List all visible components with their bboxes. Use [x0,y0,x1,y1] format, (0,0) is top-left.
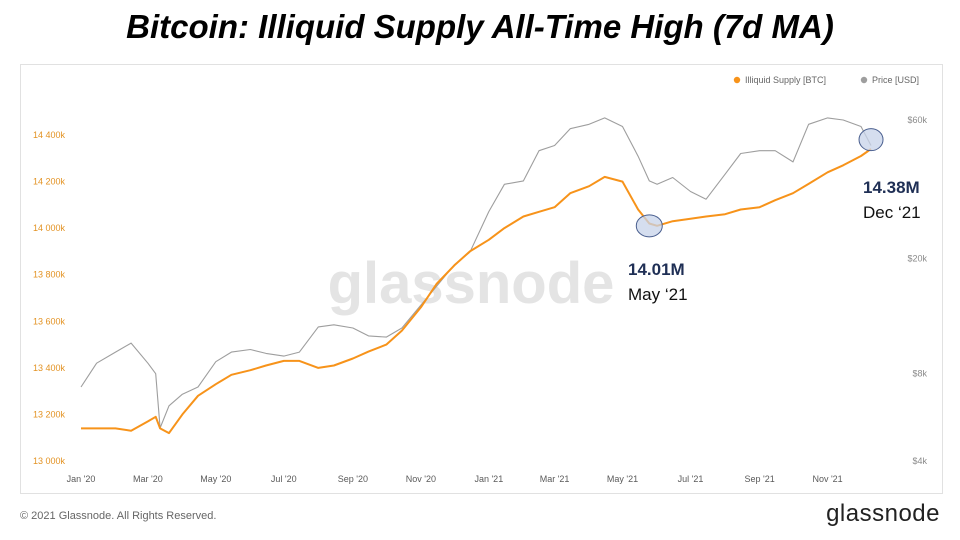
annotation-date-dec-21: Dec ‘21 [863,203,921,222]
x-tick-label: May '20 [200,474,231,484]
x-tick-label: Jul '20 [271,474,297,484]
left-axis: 13 000k 13 200k 13 400k 13 600k 13 800k 14 00… [33,130,66,466]
x-tick-label: Sep '20 [338,474,368,484]
x-tick-label: Nov '20 [406,474,436,484]
left-tick-label: 14 000k [33,223,66,233]
left-tick-label: 13 200k [33,409,66,419]
x-tick-label: Sep '21 [744,474,774,484]
x-tick-label: Jul '21 [678,474,704,484]
annotation-value-may-21: 14.01M [628,260,685,279]
annotation-date-may-21: May ‘21 [628,285,688,304]
left-tick-label: 14 400k [33,130,66,140]
legend-label-supply: Illiquid Supply [BTC] [745,75,826,85]
legend-label-price: Price [USD] [872,75,919,85]
annotation-value-dec-21: 14.38M [863,178,920,197]
copyright: © 2021 Glassnode. All Rights Reserved. [20,510,217,522]
chart-title: Bitcoin: Illiquid Supply All-Time High (… [126,8,834,45]
right-tick-label: $4k [912,456,927,466]
left-tick-label: 13 400k [33,363,66,373]
left-tick-label: 14 200k [33,177,66,187]
right-tick-label: $20k [907,253,927,263]
legend-swatch-price [860,76,868,84]
left-tick-label: 13 800k [33,270,66,280]
left-tick-label: 13 000k [33,456,66,466]
x-tick-label: Jan '20 [67,474,96,484]
brand-logo: glassnode [826,500,940,527]
right-tick-label: $8k [912,369,927,379]
annotation-marker-dec-21 [858,128,884,152]
x-tick-label: Nov '21 [812,474,842,484]
x-axis: Jan '20 Mar '20 May '20 Jul '20 Sep '20 Nov '… [67,474,843,484]
series-layer [80,117,872,435]
x-tick-label: Mar '20 [133,474,163,484]
illiquid-supply-line [81,148,872,435]
x-tick-label: Mar '21 [540,474,570,484]
legend: Illiquid Supply [BTC] Price [USD] [733,75,919,85]
x-tick-label: May '21 [607,474,638,484]
annotation-marker-may-21 [635,214,663,238]
chart-panel: glassnode 13 000k 13 200k 13 400k 13 600k 13… [20,64,943,494]
legend-swatch-supply [733,76,741,84]
watermark: glassnode [328,251,615,316]
annotations: 14.01M May ‘21 14.38M Dec ‘21 [628,128,921,304]
right-axis: $4k $8k $20k $60k [907,115,927,466]
left-tick-label: 13 600k [33,316,66,326]
right-tick-label: $60k [907,115,927,125]
x-tick-label: Jan '21 [474,474,503,484]
